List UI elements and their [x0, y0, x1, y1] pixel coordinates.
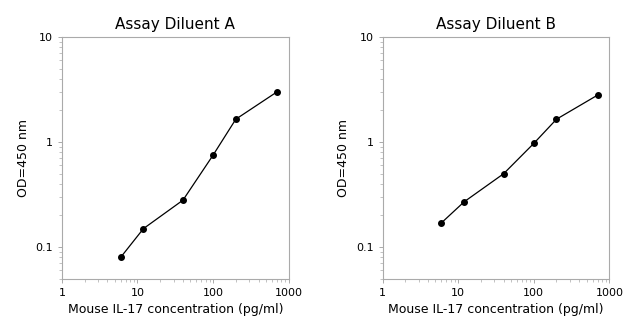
- Y-axis label: OD=450 nm: OD=450 nm: [17, 119, 29, 197]
- Title: Assay Diluent B: Assay Diluent B: [436, 17, 556, 32]
- X-axis label: Mouse IL-17 concentration (pg/ml): Mouse IL-17 concentration (pg/ml): [388, 303, 604, 316]
- X-axis label: Mouse IL-17 concentration (pg/ml): Mouse IL-17 concentration (pg/ml): [67, 303, 283, 316]
- Title: Assay Diluent A: Assay Diluent A: [115, 17, 235, 32]
- Y-axis label: OD=450 nm: OD=450 nm: [337, 119, 350, 197]
